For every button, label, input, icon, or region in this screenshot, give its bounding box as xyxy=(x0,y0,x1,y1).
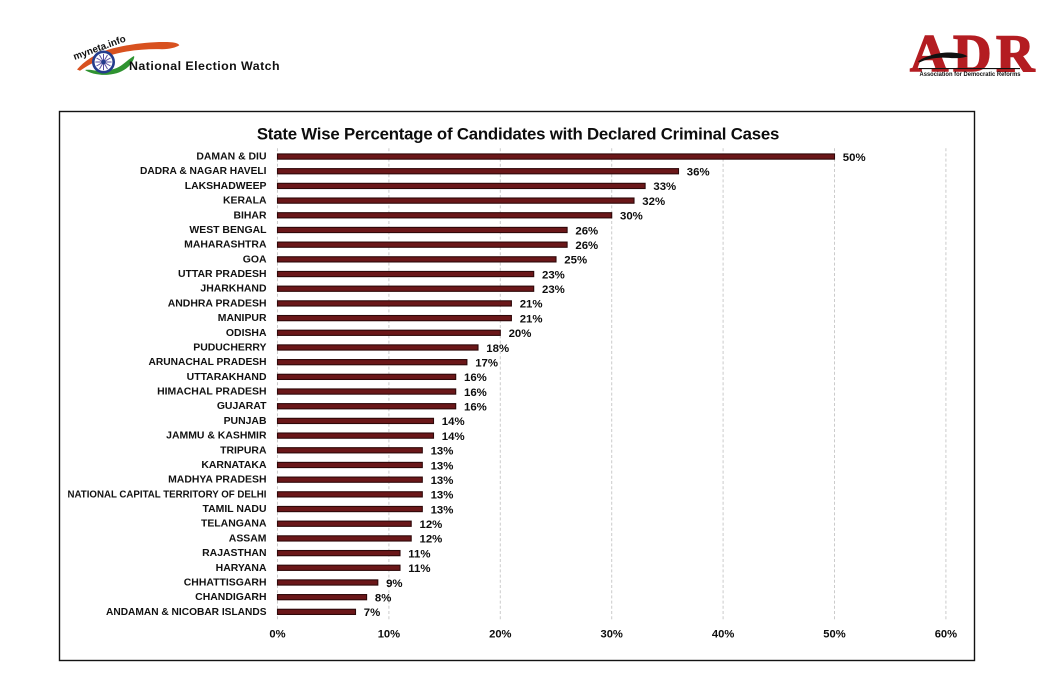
svg-text:13%: 13% xyxy=(431,446,454,458)
svg-text:PUDUCHERRY: PUDUCHERRY xyxy=(193,342,266,353)
svg-text:DAMAN & DIU: DAMAN & DIU xyxy=(196,152,266,163)
svg-text:MAHARASHTRA: MAHARASHTRA xyxy=(184,240,267,251)
svg-text:MADHYA PRADESH: MADHYA PRADESH xyxy=(168,475,266,486)
svg-text:25%: 25% xyxy=(564,255,587,267)
svg-text:ARUNACHAL PRADESH: ARUNACHAL PRADESH xyxy=(149,357,267,368)
svg-text:GOA: GOA xyxy=(243,254,267,265)
svg-text:ASSAM: ASSAM xyxy=(229,533,267,544)
svg-text:11%: 11% xyxy=(408,548,430,560)
svg-text:50%: 50% xyxy=(843,152,866,164)
svg-text:KARNATAKA: KARNATAKA xyxy=(201,460,267,471)
svg-text:18%: 18% xyxy=(486,343,509,355)
svg-text:26%: 26% xyxy=(575,240,598,252)
svg-text:CHANDIGARH: CHANDIGARH xyxy=(195,592,266,603)
svg-text:9%: 9% xyxy=(386,578,402,590)
svg-text:ADR: ADR xyxy=(910,25,1039,83)
svg-text:11%: 11% xyxy=(408,563,430,575)
svg-text:16%: 16% xyxy=(464,387,487,399)
svg-text:14%: 14% xyxy=(442,431,465,443)
svg-text:BIHAR: BIHAR xyxy=(233,210,267,221)
svg-text:ODISHA: ODISHA xyxy=(226,328,267,339)
svg-text:TRIPURA: TRIPURA xyxy=(220,445,267,456)
svg-text:13%: 13% xyxy=(431,460,454,472)
svg-text:National Election Watch: National Election Watch xyxy=(129,59,280,73)
svg-text:21%: 21% xyxy=(520,299,543,311)
svg-text:JAMMU & KASHMIR: JAMMU & KASHMIR xyxy=(166,431,267,442)
svg-text:33%: 33% xyxy=(653,181,676,193)
svg-text:12%: 12% xyxy=(420,534,443,546)
svg-text:20%: 20% xyxy=(509,328,532,340)
svg-text:GUJARAT: GUJARAT xyxy=(217,401,267,412)
svg-text:21%: 21% xyxy=(520,313,543,325)
svg-text:13%: 13% xyxy=(431,504,454,516)
svg-text:32%: 32% xyxy=(642,196,665,208)
svg-text:26%: 26% xyxy=(575,225,598,237)
svg-text:UTTAR PRADESH: UTTAR PRADESH xyxy=(178,269,267,280)
svg-text:KERALA: KERALA xyxy=(223,196,267,207)
svg-text:RAJASTHAN: RAJASTHAN xyxy=(202,548,266,559)
svg-text:50%: 50% xyxy=(823,628,845,640)
svg-text:CHHATTISGARH: CHHATTISGARH xyxy=(184,577,267,588)
svg-text:36%: 36% xyxy=(687,167,710,179)
svg-text:TAMIL NADU: TAMIL NADU xyxy=(203,504,267,515)
svg-text:17%: 17% xyxy=(475,357,498,369)
svg-text:ANDAMAN & NICOBAR ISLANDS: ANDAMAN & NICOBAR ISLANDS xyxy=(106,607,267,618)
svg-text:30%: 30% xyxy=(620,211,643,223)
svg-text:12%: 12% xyxy=(420,519,443,531)
svg-text:NATIONAL CAPITAL TERRITORY OF: NATIONAL CAPITAL TERRITORY OF DELHI xyxy=(68,489,267,500)
svg-text:State Wise Percentage of Candi: State Wise Percentage of Candidates with… xyxy=(257,125,779,144)
svg-text:23%: 23% xyxy=(542,269,565,281)
svg-text:30%: 30% xyxy=(600,628,622,640)
svg-text:7%: 7% xyxy=(364,607,380,619)
svg-text:40%: 40% xyxy=(712,628,734,640)
svg-text:UTTARAKHAND: UTTARAKHAND xyxy=(187,372,267,383)
svg-text:MANIPUR: MANIPUR xyxy=(218,313,267,324)
svg-text:ANDHRA PRADESH: ANDHRA PRADESH xyxy=(168,298,267,309)
svg-text:LAKSHADWEEP: LAKSHADWEEP xyxy=(185,181,267,192)
svg-text:PUNJAB: PUNJAB xyxy=(224,416,267,427)
svg-text:16%: 16% xyxy=(464,372,487,384)
svg-text:Association for Democratic Ref: Association for Democratic Reforms xyxy=(920,71,1021,78)
svg-text:TELANGANA: TELANGANA xyxy=(201,519,267,530)
svg-text:20%: 20% xyxy=(489,628,511,640)
svg-text:WEST BENGAL: WEST BENGAL xyxy=(189,225,267,236)
svg-text:60%: 60% xyxy=(935,628,957,640)
svg-text:0%: 0% xyxy=(269,628,285,640)
svg-text:8%: 8% xyxy=(375,592,391,604)
svg-text:13%: 13% xyxy=(431,490,454,502)
svg-text:DADRA & NAGAR HAVELI: DADRA & NAGAR HAVELI xyxy=(140,166,267,177)
svg-text:13%: 13% xyxy=(431,475,454,487)
svg-text:HIMACHAL PRADESH: HIMACHAL PRADESH xyxy=(157,387,266,398)
svg-text:23%: 23% xyxy=(542,284,565,296)
svg-text:16%: 16% xyxy=(464,402,487,414)
svg-text:10%: 10% xyxy=(378,628,400,640)
svg-text:HARYANA: HARYANA xyxy=(216,563,267,574)
svg-text:JHARKHAND: JHARKHAND xyxy=(200,284,267,295)
svg-text:14%: 14% xyxy=(442,416,465,428)
